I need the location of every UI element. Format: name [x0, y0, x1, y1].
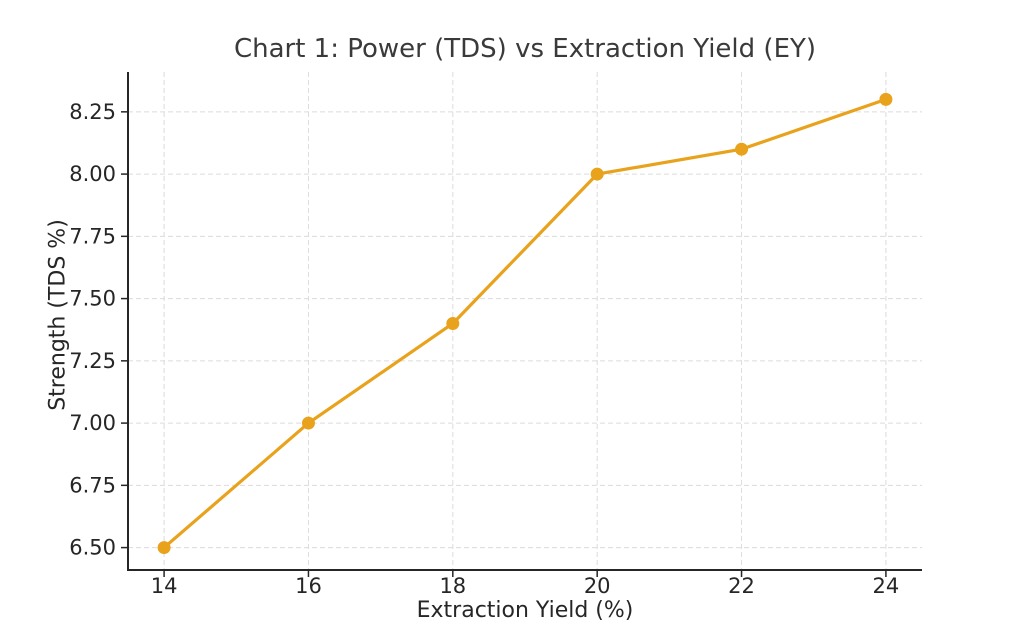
x-tick-label: 14: [151, 574, 178, 598]
x-tick-label: 16: [295, 574, 322, 598]
y-axis-label: Strength (TDS %): [45, 219, 71, 411]
y-tick-label: 6.50: [69, 536, 116, 560]
data-point: [590, 167, 604, 181]
x-tick-label: 22: [728, 574, 755, 598]
y-tick-label: 8.25: [69, 100, 116, 124]
y-tick-label: 7.75: [69, 224, 116, 248]
data-point: [301, 416, 315, 430]
data-point: [157, 541, 171, 555]
data-point: [879, 92, 893, 106]
chart-title: Chart 1: Power (TDS) vs Extraction Yield…: [233, 34, 817, 64]
data-line: [162, 97, 888, 550]
x-axis-label: Extraction Yield (%): [416, 598, 634, 623]
y-tick-label: 7.00: [69, 411, 116, 435]
x-tick-label: 24: [873, 574, 900, 598]
y-tick-label: 7.25: [69, 349, 116, 373]
data-point: [735, 142, 749, 156]
y-tick-label: 8.00: [69, 162, 116, 186]
y-tick-label: 7.50: [69, 287, 116, 311]
x-tick-label: 20: [584, 574, 611, 598]
y-tick-label: 6.75: [69, 473, 116, 497]
x-tick-label: 18: [439, 574, 466, 598]
data-point: [446, 316, 460, 330]
